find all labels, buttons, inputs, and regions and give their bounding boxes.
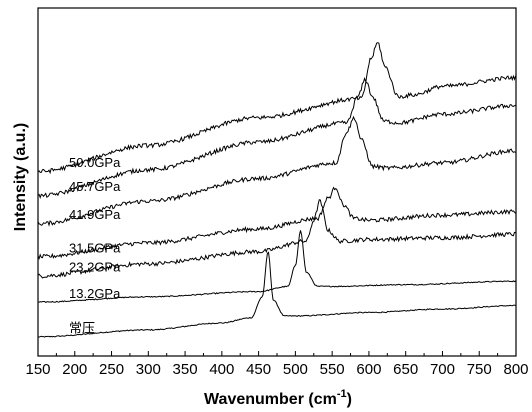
x-tick-label: 650	[393, 361, 418, 378]
spectrum-line	[37, 230, 516, 303]
x-tick-label: 550	[320, 361, 345, 378]
x-axis-title-main: Wavenumber (cm	[204, 391, 337, 408]
series-label: 41.9GPa	[69, 207, 121, 222]
x-tick-label: 400	[209, 361, 234, 378]
spectrum-line	[37, 251, 516, 338]
x-axis-title-suffix: )	[347, 391, 352, 408]
x-tick-label: 450	[246, 361, 271, 378]
x-axis-title: Wavenumber (cm-1)	[204, 388, 352, 408]
series-label: 常压	[69, 322, 95, 337]
y-axis-title: Intensity (a.u.)	[12, 123, 29, 231]
spectrum-line	[37, 115, 516, 227]
spectrum-line	[37, 77, 516, 199]
x-tick-label: 700	[430, 361, 455, 378]
series-label: 31.5GPa	[69, 240, 121, 255]
x-tick-label: 150	[25, 361, 50, 378]
spectrum-line	[37, 186, 516, 260]
x-tick-label: 750	[467, 361, 492, 378]
x-tick-label: 300	[136, 361, 161, 378]
x-tick-label: 800	[503, 361, 528, 378]
x-tick-label: 250	[99, 361, 124, 378]
series-layer	[37, 42, 517, 338]
x-tick-label: 600	[356, 361, 381, 378]
series-label: 23.2GPa	[69, 260, 121, 275]
tick-layer: 150 200 250 300 350 400 450 500 550 600 650 700 750 8…	[25, 351, 529, 378]
series-label: 50.0GPa	[69, 155, 121, 170]
label-layer: 常压 13.2GPa 23.2GPa 31.5GPa 41.9GPa 45.7GPa 50.…	[69, 155, 121, 337]
series-label: 45.7GPa	[69, 179, 121, 194]
x-tick-label: 350	[173, 361, 198, 378]
spectrum-line	[37, 199, 516, 279]
spectrum-line	[37, 42, 517, 175]
x-tick-label: 200	[62, 361, 87, 378]
x-tick-label: 500	[283, 361, 308, 378]
series-label: 13.2GPa	[69, 286, 121, 301]
x-axis-title-superscript: -1	[337, 388, 347, 400]
